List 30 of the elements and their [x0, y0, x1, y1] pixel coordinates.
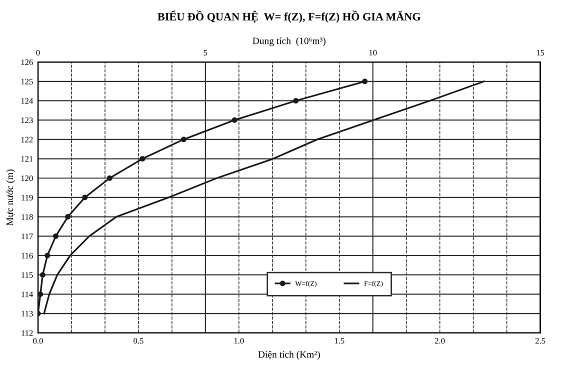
x2-tick-label: 10	[369, 50, 377, 56]
y-tick-label: 121	[21, 156, 33, 162]
x-tick-label: 2.5	[535, 338, 546, 344]
y-tick-label: 114	[22, 292, 34, 298]
x-tick-label: 2.0	[434, 338, 445, 344]
x-tick-label: 1.5	[334, 338, 344, 344]
x2-tick-label: 5	[204, 50, 208, 56]
x-tick-label: 0.5	[134, 338, 144, 344]
y-tick-label: 112	[22, 330, 33, 336]
line-series	[43, 80, 485, 314]
y-tick-label: 113	[22, 310, 33, 317]
y-tick-label: 122	[21, 136, 33, 142]
x2-tick-label: 15	[536, 50, 544, 56]
y-axis-title: Mực nước (m)	[6, 170, 16, 226]
y-tick-label: 119	[22, 194, 33, 200]
x2-axis-title: Dung tích (10⁶m³)	[252, 37, 326, 46]
y-tick-label: 115	[22, 272, 33, 278]
chart-title: BIỂU ĐỒ QUAN HỆ W= f(Z), F=f(Z) HỒ GIA MĂNG	[158, 10, 421, 23]
x2-tick-label: 0	[36, 50, 40, 56]
y-tick-label: 125	[21, 78, 33, 84]
x-axis-title: Diện tích (Km²)	[258, 350, 320, 360]
y-tick-label: 117	[22, 234, 33, 240]
y-tick-label: 120	[21, 175, 33, 182]
y-tick-label: 116	[22, 252, 33, 258]
y-tick-label: 118	[22, 214, 33, 220]
x-tick-label: 1.0	[234, 338, 244, 344]
y-tick-label: 123	[21, 117, 33, 124]
y-tick-label: 126	[21, 59, 33, 66]
x-tick-label: 0.0	[33, 338, 43, 344]
y-tick-label: 124	[21, 98, 34, 104]
